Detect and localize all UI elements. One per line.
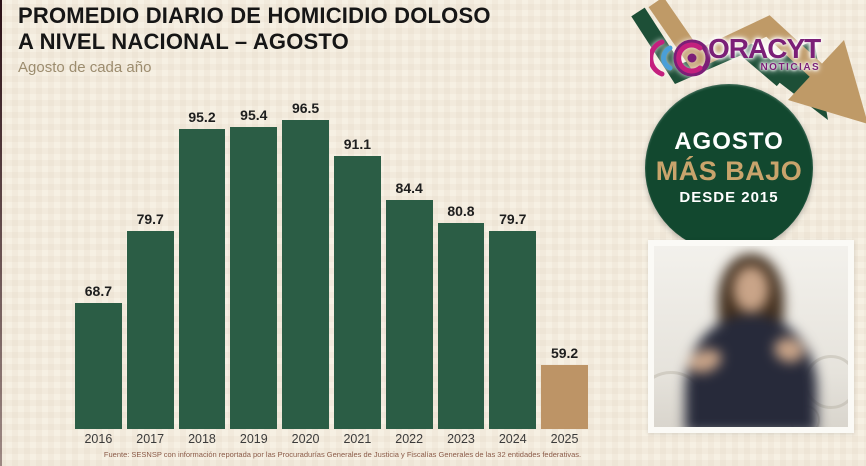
year-label-2017: 2017 (136, 432, 165, 446)
bar-2023 (437, 223, 485, 429)
year-label-2023: 2023 (447, 432, 475, 446)
badge-line1: AGOSTO (674, 127, 784, 155)
page-title-line1: PROMEDIO DIARIO DE HOMICIDIO DOLOSO (18, 3, 491, 28)
bar-2020 (282, 120, 329, 429)
lowest-august-badge: AGOSTO MÁS BAJO DESDE 2015 (645, 84, 813, 252)
bar-slot-2022: 84.4 (385, 0, 433, 429)
bar-2016 (75, 302, 122, 429)
year-label-2024: 2024 (498, 432, 527, 446)
coracyt-rings-icon (650, 39, 711, 77)
bar-2024 (489, 230, 537, 429)
bar-slot-2024: 79.7 (489, 0, 537, 429)
header: PROMEDIO DIARIO DE HOMICIDIO DOLOSO A NI… (18, 3, 491, 76)
bar-value-label: 84.4 (395, 179, 423, 196)
interpreter-face (733, 266, 769, 312)
bar-value-label: 80.8 (447, 203, 475, 220)
badge-line3: DESDE 2015 (679, 188, 779, 206)
year-label-2020: 2020 (291, 432, 320, 446)
bar-value-label: 95.4 (240, 107, 268, 124)
left-edge-stripe (0, 0, 2, 466)
badge-line2: MÁS BAJO (655, 155, 803, 186)
page-title-line2: A NIVEL NACIONAL – AGOSTO (18, 29, 349, 54)
x-axis-labels: 2016 2017 2018 2019 2020 2021 2022 2023 2024 2025 (75, 432, 588, 446)
year-label-2022: 2022 (395, 432, 424, 446)
year-label-2025: 2025 (550, 432, 579, 446)
bar-value-label: 79.7 (499, 210, 527, 227)
year-label-2021: 2021 (343, 432, 372, 446)
bar-slot-2023: 80.8 (437, 0, 485, 429)
logo-text: ORACYT NOTICIAS (708, 33, 821, 74)
year-label-2019: 2019 (239, 432, 268, 446)
sign-language-interpreter-video (648, 240, 854, 433)
bar-value-label: 68.7 (84, 282, 113, 299)
bar-value-label: 79.7 (136, 210, 164, 227)
year-label-2016: 2016 (84, 432, 113, 446)
bar-slot-2020: 96.5 (282, 0, 329, 429)
logo-wordmark: ORACYT (708, 33, 821, 64)
interpreter-photo (654, 246, 848, 427)
bar-2018 (178, 128, 226, 429)
bar-2025 (541, 365, 588, 429)
logo-tagline: NOTICIAS (760, 62, 821, 73)
interpreter-person (654, 246, 848, 427)
bar-slot-2016: 68.7 (75, 0, 122, 429)
bar-chart: 68.7 79.7 95.2 95.4 96.5 91.1 84.4 80.8 79.7 59.2 (75, 0, 588, 429)
chart-subtitle: Agosto de cada año (18, 59, 152, 76)
bar-slot-2018: 95.2 (178, 0, 226, 429)
bar-slot-2019: 95.4 (230, 0, 278, 429)
bar-2017 (126, 230, 174, 429)
year-label-2018: 2018 (188, 432, 216, 446)
coracyt-logo: ORACYT NOTICIAS (650, 33, 821, 82)
bar-slot-2021: 91.1 (333, 0, 381, 429)
bar-value-label: 59.2 (550, 345, 579, 362)
bar-value-label: 95.2 (188, 108, 216, 125)
bar-slot-2025: 59.2 (541, 0, 588, 429)
bar-2022 (385, 199, 433, 429)
bar-value-label: 96.5 (291, 100, 320, 117)
bar-2019 (230, 127, 278, 429)
bar-value-label: 91.1 (343, 135, 371, 152)
source-note: Fuente: SESNSP con información reportada… (103, 450, 582, 459)
bar-slot-2017: 79.7 (126, 0, 174, 429)
bar-2021 (333, 155, 381, 429)
